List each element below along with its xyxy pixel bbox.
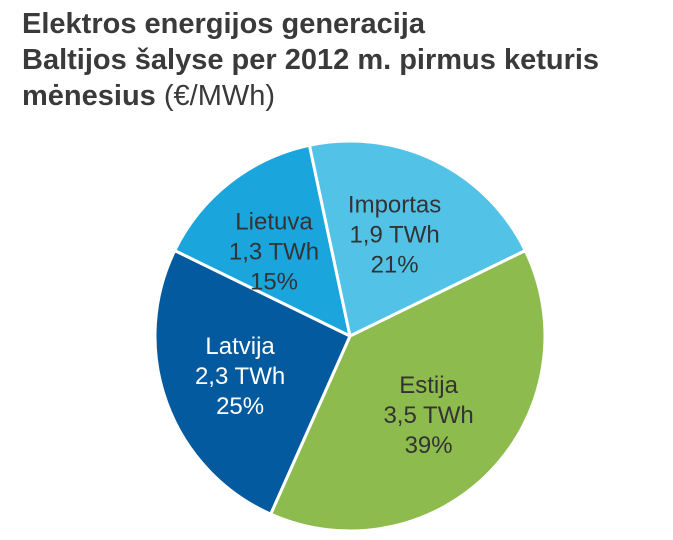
chart-title-line-3: mėnesius (€/MWh) — [22, 78, 662, 114]
chart-title-line-1: Elektros energijos generacija — [22, 8, 425, 40]
pie-slice-latvija — [153, 249, 352, 516]
slice-percent-label-importas: 21% — [371, 251, 419, 278]
slice-percent-label-estija: 39% — [405, 432, 453, 459]
slice-percent-label-lietuva: 15% — [250, 269, 298, 296]
chart-title-line-3-text: mėnesius — [22, 80, 156, 112]
slice-value-label-latvija: 2,3 TWh — [195, 363, 285, 390]
slice-value-label-importas: 1,9 TWh — [349, 221, 439, 248]
slice-name-label-estija: Estija — [399, 372, 458, 399]
slice-name-label-latvija: Latvija — [205, 333, 275, 360]
slice-name-label-lietuva: Lietuva — [235, 209, 313, 236]
slice-name-label-importas: Importas — [348, 191, 441, 218]
chart-title-line-2: Baltijos šalyse per 2012 m. pirmus ketur… — [22, 44, 600, 76]
chart-title: Elektros energijos generacija Baltijos š… — [22, 6, 662, 114]
slice-percent-label-latvija: 25% — [216, 393, 264, 420]
slice-value-label-estija: 3,5 TWh — [383, 402, 473, 429]
pie-slice-importas — [307, 139, 527, 338]
chart-title-unit: (€/MWh) — [163, 80, 276, 112]
pie-slice-estija — [269, 249, 547, 533]
slice-value-label-lietuva: 1,3 TWh — [229, 239, 319, 266]
pie-slice-lietuva — [173, 143, 352, 338]
